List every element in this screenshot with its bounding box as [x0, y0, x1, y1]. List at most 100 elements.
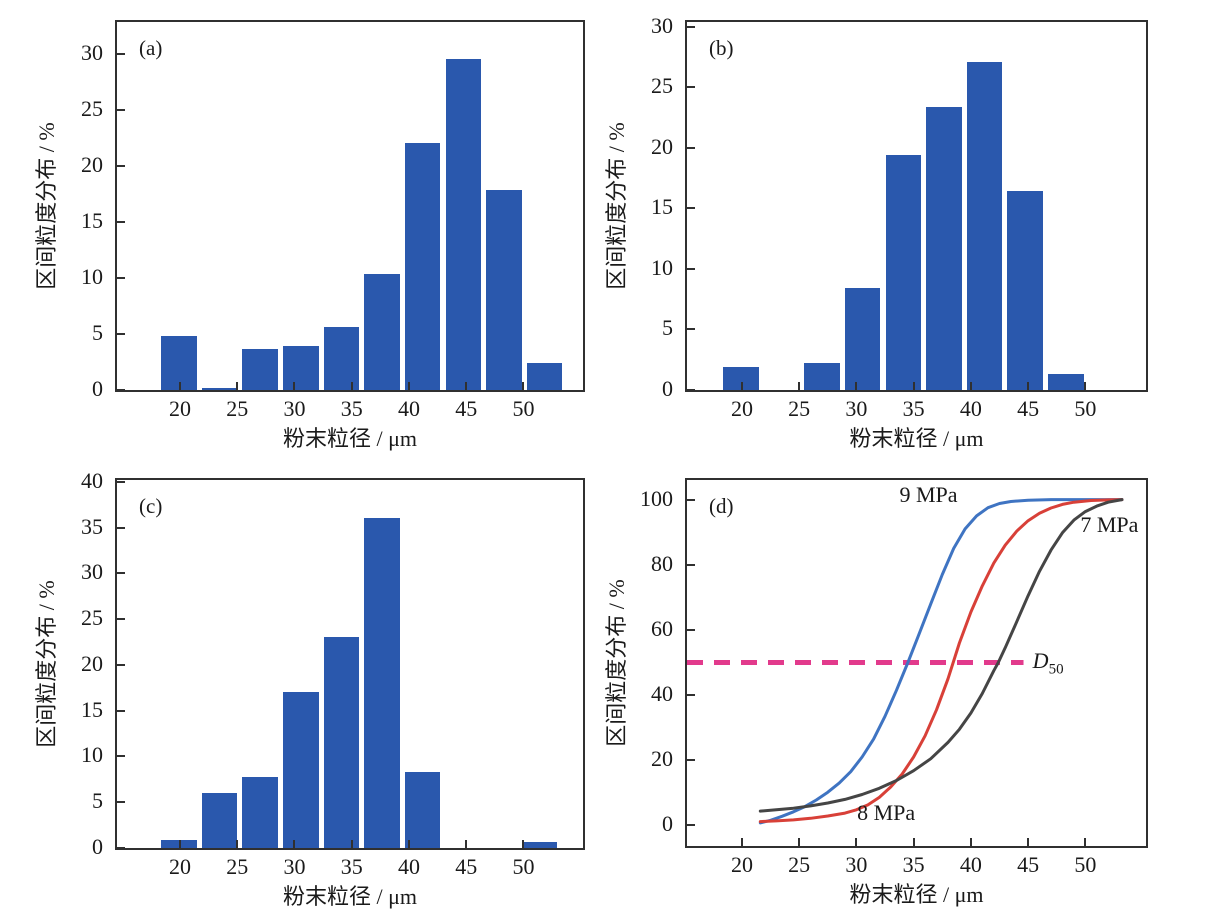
x-tick-label: 50 [512, 396, 535, 421]
x-tick [969, 838, 972, 846]
x-tick-label: 45 [455, 854, 478, 879]
y-axis-title: 区间粒度分布 / % [604, 122, 629, 290]
y-tick [687, 824, 695, 827]
bar [201, 793, 238, 848]
bar [445, 58, 482, 390]
curve-7-mpa [758, 498, 1124, 813]
x-tick [912, 838, 915, 846]
bar [323, 636, 360, 848]
y-tick-label: 40 [651, 681, 673, 707]
y-tick [117, 53, 125, 56]
y-tick [687, 267, 695, 270]
curve-label-7-mpa: 7 MPa [1080, 511, 1139, 537]
x-tick-label: 35 [902, 396, 925, 421]
x-axis-title: 粉末粒径 / μm [282, 426, 418, 451]
y-tick-label: 10 [81, 742, 103, 768]
x-tick-label: 40 [959, 396, 982, 421]
d50-label-symbol: D [1032, 647, 1049, 673]
y-tick-label: 30 [651, 12, 673, 38]
y-tick [687, 207, 695, 210]
x-tick-label: 35 [340, 396, 363, 421]
curve-label-8-mpa: 8 MPa [857, 800, 916, 826]
y-tick-label: 0 [662, 811, 673, 837]
y-tick [117, 165, 125, 168]
y-tick-label: 0 [92, 376, 103, 401]
y-tick-label: 100 [640, 485, 673, 511]
x-tick-label: 30 [845, 852, 868, 877]
x-tick [236, 840, 239, 848]
bar [486, 189, 522, 390]
y-tick-label: 60 [651, 615, 673, 641]
y-tick-label: 20 [81, 650, 103, 676]
y-axis-title: 区间粒度分布 / % [34, 122, 59, 290]
x-tick-label: 35 [340, 854, 363, 879]
bar [404, 142, 441, 390]
d50-label: D50 [1033, 648, 1064, 678]
x-tick [798, 838, 801, 846]
y-tick-label: 30 [81, 559, 103, 585]
x-tick [1027, 838, 1030, 846]
curve-9-mpa [758, 498, 1124, 825]
y-tick-label: 20 [81, 152, 103, 178]
x-tick [522, 382, 525, 390]
bar [404, 772, 441, 848]
bar [926, 106, 962, 390]
bar [1007, 191, 1043, 390]
panel-label-b: (b) [709, 36, 734, 60]
y-tick-label: 10 [81, 264, 103, 290]
y-tick [687, 563, 695, 566]
y-tick [117, 389, 125, 391]
x-tick-label: 45 [1017, 852, 1040, 877]
curve-label-9-mpa: 9 MPa [899, 482, 958, 508]
bar [201, 387, 238, 390]
y-tick-label: 25 [81, 96, 103, 122]
x-tick-label: 50 [512, 854, 535, 879]
x-tick [465, 840, 468, 848]
bar [161, 336, 197, 390]
y-tick [687, 389, 695, 391]
y-tick [117, 709, 125, 712]
x-tick [407, 840, 410, 848]
y-tick [117, 109, 125, 112]
bar [526, 363, 563, 390]
y-tick-label: 5 [662, 315, 673, 341]
y-tick [117, 277, 125, 280]
y-axis-title: 区间粒度分布 / % [604, 579, 629, 747]
x-axis-title: 粉末粒径 / μm [849, 882, 984, 907]
bar [283, 692, 319, 848]
x-tick [407, 382, 410, 390]
y-tick-label: 0 [92, 834, 103, 859]
y-tick [687, 628, 695, 631]
x-tick [293, 382, 296, 390]
x-tick [855, 838, 858, 846]
x-tick [1027, 382, 1030, 390]
x-tick-label: 20 [730, 852, 753, 877]
x-tick [1084, 382, 1087, 390]
x-tick [740, 382, 743, 390]
x-tick-label: 20 [730, 396, 753, 421]
bar [242, 348, 278, 390]
x-tick-label: 50 [1074, 396, 1097, 421]
x-tick-label: 30 [845, 396, 868, 421]
y-tick-label: 25 [81, 605, 103, 631]
x-tick [855, 382, 858, 390]
bar [283, 346, 319, 390]
y-tick-label: 40 [81, 467, 103, 493]
y-tick [687, 25, 695, 28]
bar [1048, 374, 1084, 390]
bar [804, 363, 840, 390]
x-tick [798, 382, 801, 390]
x-tick-label: 25 [788, 396, 811, 421]
y-tick [117, 572, 125, 575]
y-tick [687, 759, 695, 762]
y-tick-label: 20 [651, 133, 673, 159]
x-tick-label: 25 [226, 396, 249, 421]
x-tick-label: 45 [455, 396, 478, 421]
bar [364, 517, 400, 848]
panel-label-d: (d) [709, 494, 734, 518]
x-tick [236, 382, 239, 390]
y-tick [687, 498, 695, 501]
x-tick-label: 40 [959, 852, 982, 877]
y-tick [117, 333, 125, 336]
